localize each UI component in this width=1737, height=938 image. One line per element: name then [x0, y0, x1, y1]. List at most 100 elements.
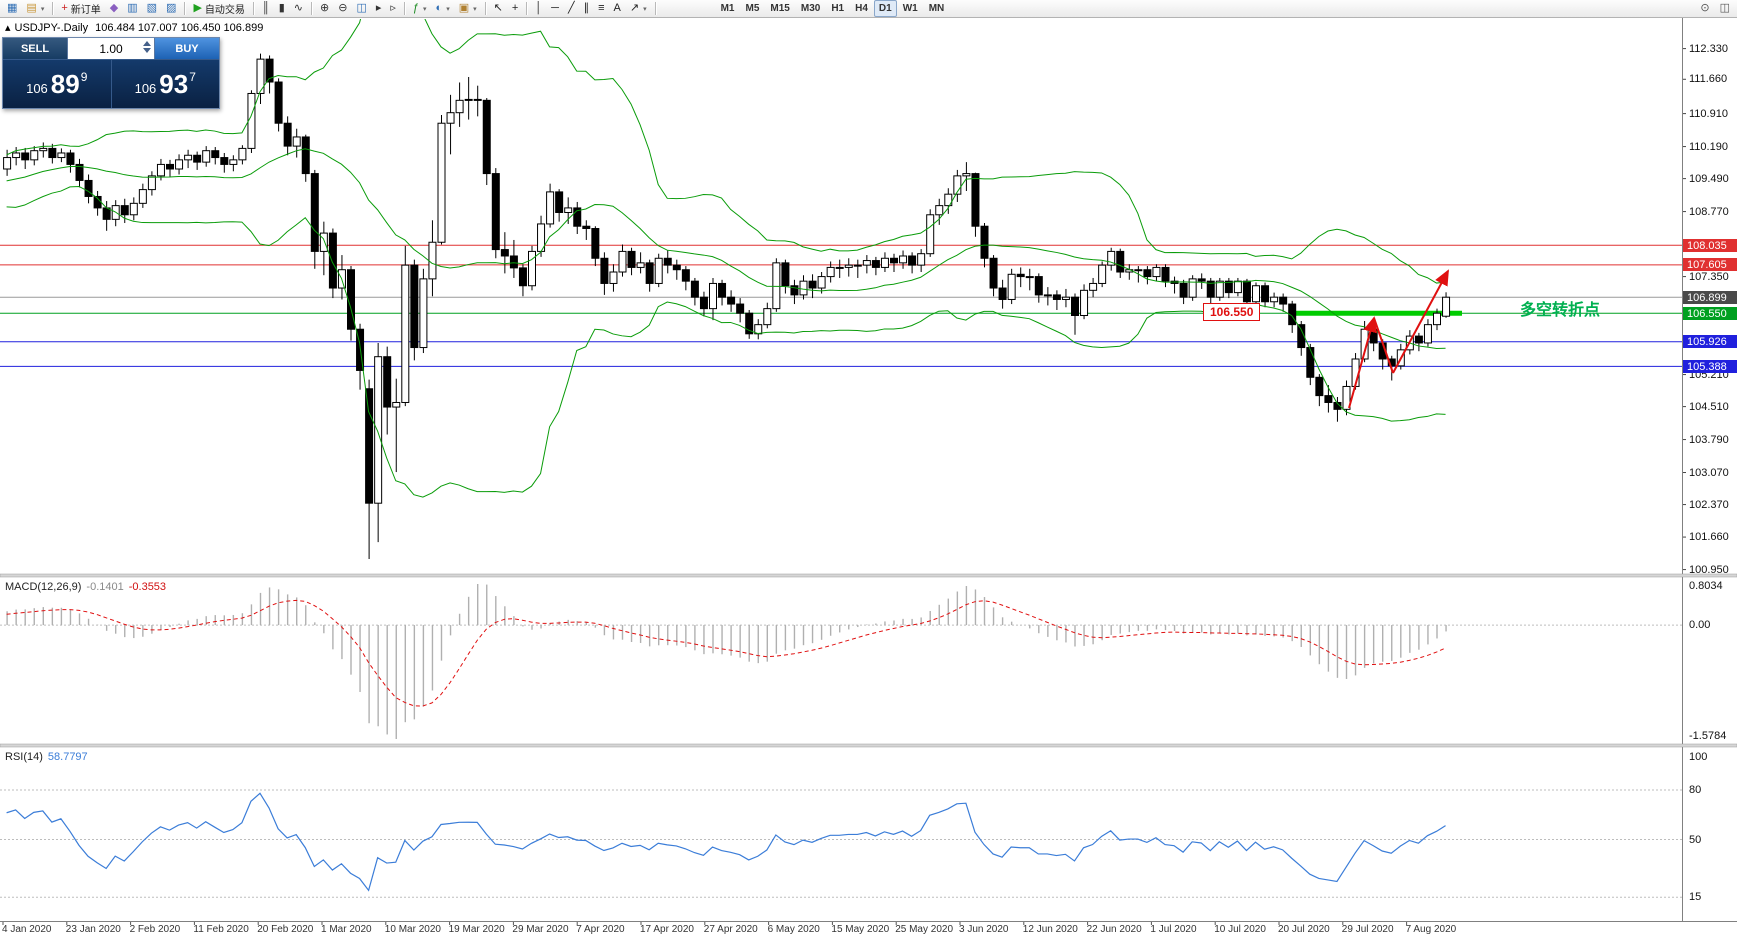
autotrading-button[interactable]: ▶ 自动交易: [189, 0, 248, 17]
macd-panel[interactable]: [0, 584, 1682, 739]
price-tick-label: 107.350: [1689, 270, 1729, 283]
candle: [138, 189, 147, 204]
rsi-axis-label: 100: [1689, 751, 1708, 763]
candle: [392, 401, 401, 408]
channel-button[interactable]: ∥: [580, 0, 594, 17]
rsi-axis-label: 15: [1689, 891, 1702, 904]
line-chart-button[interactable]: ∿: [290, 0, 307, 17]
bar-chart-button[interactable]: ║: [258, 0, 274, 17]
candle: [600, 257, 609, 284]
trend-arrow-up-2[interactable]: [1392, 269, 1449, 374]
candle: [437, 122, 446, 243]
templates-button[interactable]: ▣ ▾: [455, 0, 481, 17]
vertical-line-button[interactable]: │: [531, 0, 546, 17]
arrows-button[interactable]: ↗ ▾: [626, 0, 651, 17]
panel-collapse-icon[interactable]: ▴: [5, 22, 11, 34]
candle: [1279, 296, 1288, 305]
price-tick-label: 112.330: [1689, 42, 1728, 55]
timeframe-m5[interactable]: M5: [745, 3, 760, 14]
timeframe-h1[interactable]: H1: [831, 3, 845, 14]
buy-price-button[interactable]: 106 93 7: [112, 60, 220, 108]
vertical-line-icon: │: [535, 2, 543, 14]
candle: [899, 255, 908, 264]
sell-price-button[interactable]: 106 89 9: [3, 60, 111, 108]
new-order-button[interactable]: + 新订单: [57, 0, 104, 17]
cursor-button[interactable]: ↖: [490, 0, 507, 17]
price-level-label: 105.388: [1683, 359, 1737, 373]
periods-button[interactable]: ◐ ▾: [432, 0, 454, 17]
trend-arrow-pullback[interactable]: [1373, 317, 1394, 374]
timeframe-d1[interactable]: D1: [873, 0, 897, 17]
timeframe-m30[interactable]: M30: [800, 3, 821, 14]
rsi-panel[interactable]: [0, 789, 1682, 898]
price-tick-label: 103.790: [1689, 433, 1729, 446]
volume-down-button[interactable]: [143, 48, 151, 53]
one-click-trading-panel: SELL 1.00 BUY 106 89 9 106 93 7: [2, 37, 220, 109]
zoom-in-button[interactable]: ⊕: [316, 0, 333, 17]
chart-shift-button[interactable]: ▹: [386, 0, 400, 17]
navigator-button[interactable]: ▧: [143, 0, 161, 17]
horizontal-line-button[interactable]: ─: [547, 0, 563, 17]
candle: [365, 388, 374, 504]
main-chart-panel[interactable]: [0, 0, 1682, 560]
new-chart-button[interactable]: ▦: [3, 0, 21, 17]
indicators-button[interactable]: ƒ ▾: [409, 0, 431, 17]
templates-icon: ▣: [458, 2, 470, 14]
indicators-icon: ƒ: [412, 2, 420, 14]
timeframe-m15[interactable]: M15: [770, 3, 790, 14]
terminal-button[interactable]: ▨: [162, 0, 180, 17]
text-button[interactable]: A: [610, 0, 625, 17]
search-button[interactable]: ⊙: [1696, 0, 1713, 17]
navigator-icon: ▧: [146, 2, 158, 14]
profiles-button[interactable]: ▤ ▾: [22, 0, 48, 17]
sell-button[interactable]: SELL: [3, 38, 67, 59]
candle: [1043, 294, 1052, 297]
turning-point-annotation[interactable]: 多空转折点: [1520, 302, 1601, 319]
macd-panel-separator[interactable]: [0, 573, 1737, 578]
trend-arrow-up-1[interactable]: [1348, 316, 1377, 409]
trendline-button[interactable]: ╱: [564, 0, 579, 17]
candle: [1215, 280, 1224, 298]
zoom-out-button[interactable]: ⊖: [334, 0, 351, 17]
toolbar-separator: [311, 2, 312, 15]
fibonacci-button[interactable]: ≡: [594, 0, 608, 17]
volume-input[interactable]: 1.00: [67, 38, 155, 59]
caret-down-icon: ▾: [40, 5, 45, 13]
timeframe-h4[interactable]: H4: [855, 3, 868, 14]
date-tick-label: 29 Mar 2020: [512, 924, 569, 935]
metaeditor-button[interactable]: ◆: [106, 0, 122, 17]
candle: [401, 264, 410, 403]
candle: [781, 262, 790, 287]
rsi-axis-label: 50: [1689, 833, 1702, 846]
auto-scroll-button[interactable]: ▸: [372, 0, 386, 17]
candle: [147, 175, 156, 191]
candlestick-chart-button[interactable]: ▮: [275, 0, 289, 17]
crosshair-button[interactable]: +: [508, 0, 522, 17]
volume-up-button[interactable]: [143, 41, 151, 46]
candle: [672, 264, 681, 271]
timeframe-w1[interactable]: W1: [902, 3, 918, 14]
price-tag-annotation[interactable]: 106.550: [1203, 303, 1261, 321]
candle: [953, 175, 962, 195]
timeframe-mn[interactable]: MN: [928, 3, 945, 14]
rsi-panel-separator[interactable]: [0, 743, 1737, 748]
candle: [491, 173, 500, 251]
tile-windows-button[interactable]: ◫: [352, 0, 370, 17]
crosshair-icon: +: [511, 2, 519, 14]
candle: [156, 163, 165, 177]
candle: [582, 225, 591, 230]
timeframe-m1[interactable]: M1: [720, 3, 735, 14]
candle: [808, 280, 817, 289]
rsi-line: [6, 792, 1446, 892]
market-watch-button[interactable]: ▥: [123, 0, 141, 17]
candle: [690, 280, 699, 298]
date-tick-label: 17 Apr 2020: [640, 924, 694, 935]
price-tick-label: 103.070: [1689, 466, 1729, 479]
candle: [383, 356, 392, 408]
windows-button[interactable]: ◫: [1716, 0, 1734, 17]
candle: [745, 312, 754, 335]
buy-button[interactable]: BUY: [155, 38, 219, 59]
candle: [509, 255, 518, 269]
candle: [980, 225, 989, 259]
